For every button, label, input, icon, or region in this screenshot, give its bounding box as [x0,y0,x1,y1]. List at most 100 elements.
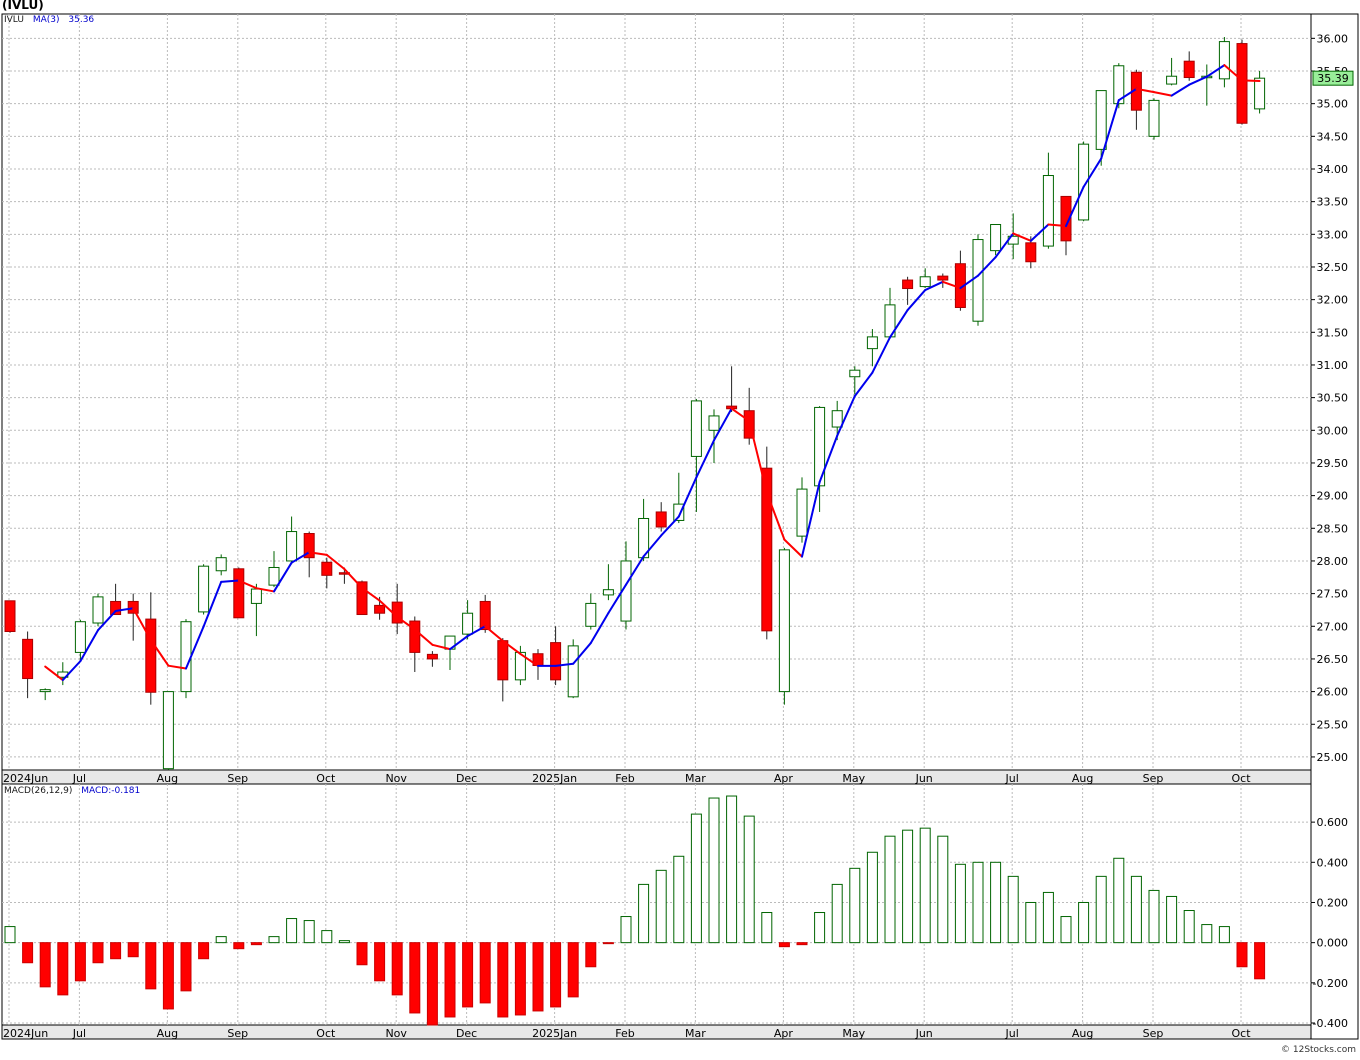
macd-bar [1060,916,1072,944]
price-x-tick-label: 2025Jan [532,772,577,785]
macd-bar [180,942,192,992]
ma-segment [79,629,99,663]
candle-body [215,557,227,572]
macd-bar [954,863,966,944]
candle-body [990,224,1002,252]
macd-x-tick-label: Aug [1072,1027,1093,1040]
macd-bar [374,942,386,982]
candle-body [1078,143,1090,221]
ma-segment [185,625,205,670]
ma-segment [149,638,170,667]
price-y-tick-label: 31.50 [1317,326,1349,339]
price-x-tick-label: Oct [316,772,336,785]
macd-x-tick-label: Nov [385,1027,407,1040]
ma-segment [413,628,434,646]
price-y-tick-label: 36.00 [1317,32,1349,45]
candle-body [1166,75,1178,85]
ma-segment [1223,64,1243,82]
ma-segment [607,583,627,614]
macd-bar [74,942,86,982]
candle-body [4,600,16,633]
macd-bar [1042,891,1054,944]
macd-y-tick-label: -0.400 [1313,1017,1348,1030]
price-x-tick-label: Nov [385,772,407,785]
macd-bar [479,942,491,1004]
macd-bar [1025,901,1037,944]
macd-bar [1183,910,1195,944]
ma-segment [343,568,363,589]
macd-bar [1130,875,1142,944]
price-y-tick-label: 26.50 [1317,653,1349,666]
candle-body [1060,195,1072,242]
ma-segment [660,515,680,537]
candle-body [550,642,562,681]
candle-body [497,640,509,681]
last-price-tag-label: 35.39 [1317,72,1349,85]
ma-segment [1047,223,1067,228]
macd-bar [1007,875,1019,944]
ma-segment [202,580,223,628]
price-legend: IVLU MA(3) 35.36 [4,15,94,25]
candle-body [39,689,51,693]
macd-y-tick-label: 0.600 [1317,816,1349,829]
macd-bar [1078,901,1090,944]
ma-segment [977,256,997,277]
price-x-tick-label: Sep [1143,772,1164,785]
candle-body [919,276,931,288]
candle-body [374,604,386,614]
macd-bar [338,940,350,944]
candle-body [303,533,315,559]
candle-body [796,488,808,537]
ma-segment [396,615,416,631]
ma-segment [801,481,821,558]
candle-body [849,369,861,378]
candle-body [902,279,914,290]
price-y-tick-label: 25.00 [1317,751,1349,764]
macd-bar [972,861,984,944]
macd-bar [620,916,632,944]
ma-segment [273,561,293,593]
ma-segment [325,553,346,571]
candle-body [1148,99,1160,137]
price-x-tick-label: Apr [774,772,794,785]
macd-bar [585,942,597,968]
credit-text: © 12Stocks.com [1281,1045,1356,1055]
price-y-tick-label: 30.50 [1317,392,1349,405]
macd-bar [162,942,174,1010]
macd-bar [497,942,509,1018]
candle-body [268,566,280,586]
chart-title: (IVLU) [2,0,44,12]
ma-segment [220,579,240,583]
candle-body [22,638,34,680]
price-legend-ma: MA(3) [32,15,60,25]
candle-body [673,503,685,521]
ma-segment [994,232,1015,259]
candle-body [761,467,773,632]
macd-bar [761,912,773,944]
price-x-tick-label: Dec [456,772,477,785]
candle-body [250,588,262,604]
macd-bar [145,942,157,990]
price-y-tick-label: 29.50 [1317,457,1349,470]
price-y-tick-label: 27.50 [1317,588,1349,601]
ma-segment [889,309,909,339]
macd-bar [514,942,526,1016]
macd-bar [462,942,474,1008]
macd-bar [849,867,861,944]
ma-segment [1117,87,1138,102]
price-y-tick-label: 25.50 [1317,718,1349,731]
ma-segment [642,534,663,558]
candle-body [514,651,526,681]
macd-bar [866,851,878,944]
ma-segment [871,336,891,374]
macd-bar [286,918,298,944]
ma-segment [818,434,839,484]
ma-segment [748,419,768,494]
ma-segment [255,587,275,593]
ma-segment [1100,99,1120,160]
price-y-tick-label: 33.50 [1317,196,1349,209]
macd-bar [39,942,51,988]
macd-bar [1148,889,1160,944]
price-series-group [4,37,1266,770]
